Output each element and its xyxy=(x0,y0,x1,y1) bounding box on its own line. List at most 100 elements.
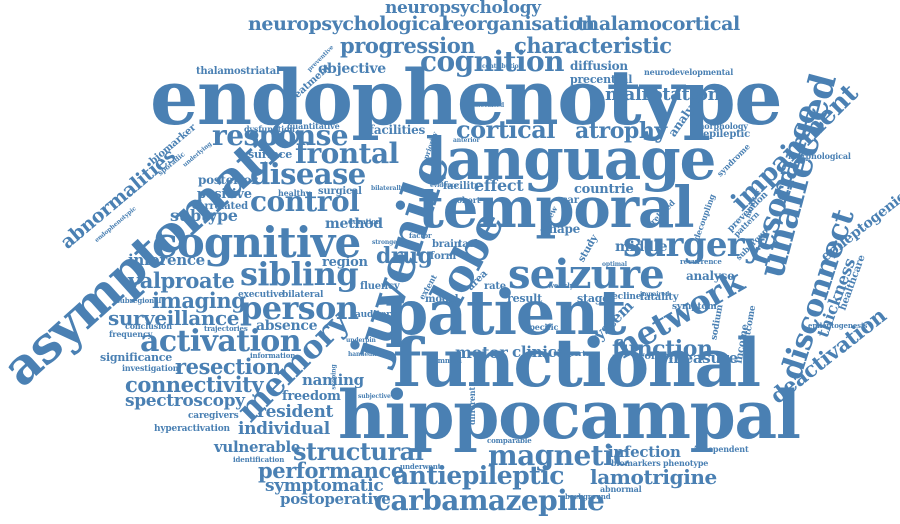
word-cortical: cortical xyxy=(456,115,555,144)
word-background: background xyxy=(565,492,611,501)
word-cohort: cohort xyxy=(452,195,481,205)
word-duration: duration xyxy=(348,217,381,226)
word-cortex: cortex xyxy=(570,349,594,358)
word-handedness: handedness xyxy=(348,351,387,358)
word-bilaterally: bilaterally xyxy=(371,185,405,192)
word-naming: naming xyxy=(302,371,364,389)
word-countrie: countrie xyxy=(574,182,634,197)
word-magnetic: magnetic xyxy=(488,439,630,472)
word-lamotrigine: lamotrigine xyxy=(590,465,717,489)
word-auditory: auditory xyxy=(355,310,396,320)
word-freedom: freedom xyxy=(282,389,341,404)
word-carbamazepine: carbamazepine xyxy=(374,484,605,517)
word-valproate: valproate xyxy=(128,268,235,293)
word-antiepileptic: antiepileptic xyxy=(393,461,564,490)
word-different: different xyxy=(466,387,477,425)
word-scoping: scoping xyxy=(330,364,338,390)
word-neuropsychology: neuropsychology xyxy=(385,0,541,18)
word-reorganisation: reorganisation xyxy=(443,13,595,35)
word-hyperactivation: hyperactivation xyxy=(154,424,230,434)
word-measure: measure xyxy=(668,349,738,367)
word-information: information xyxy=(250,351,296,360)
word-anterior: anterior xyxy=(453,137,480,144)
word-performance: performance xyxy=(258,458,404,483)
word-epileptogenesis: epileptogenesis xyxy=(808,321,868,330)
word-weekly: weekly xyxy=(548,281,574,290)
word-common: common xyxy=(429,356,462,365)
word-motor: motor xyxy=(455,343,508,362)
word-subregional: subregional xyxy=(116,296,162,305)
word-worker: worker xyxy=(636,351,674,362)
word-syndrome: syndrome xyxy=(714,141,752,179)
word-abnormal: abnormal xyxy=(600,484,642,494)
word-subjective: subjective xyxy=(358,393,391,400)
word-result: result xyxy=(507,292,542,305)
word-surveillance: surveillance xyxy=(108,306,240,330)
word-resident: resident xyxy=(257,402,333,422)
word-individual: individual xyxy=(238,419,330,439)
word-atrophy: atrophy xyxy=(575,118,667,144)
word-drug: drug xyxy=(376,243,433,269)
word-clinical: clinical xyxy=(512,343,572,361)
word-analyse: analyse xyxy=(686,269,735,283)
word-neuropsychological: neuropsychological xyxy=(248,13,449,35)
word-spectroscopy: spectroscopy xyxy=(125,391,245,411)
word-correlated: correlated xyxy=(192,201,248,212)
word-region: region xyxy=(322,255,368,270)
word-symptom: symptom xyxy=(672,302,717,312)
word-symptomatic: symptomatic xyxy=(265,476,384,496)
word-resection: resection xyxy=(175,354,281,379)
word-response: response xyxy=(212,119,349,152)
word-independent: independent xyxy=(694,444,749,454)
word-objective: objective xyxy=(318,61,386,77)
word-cognitive: cognitive xyxy=(152,218,361,267)
word-seizure: seizure xyxy=(508,251,665,298)
word-control: control xyxy=(250,185,360,218)
word-progression: progression xyxy=(340,33,476,58)
word-fluency: fluency xyxy=(360,281,400,292)
word-hippocampal: hippocampal xyxy=(338,376,801,454)
word-postoperative: postoperative xyxy=(280,490,391,508)
word-healthy: healthy xyxy=(278,188,311,198)
word-function: function xyxy=(612,336,713,362)
word-endophenotype: endophenotype xyxy=(150,53,783,142)
word-infection: infection xyxy=(608,443,681,461)
word-contribution: contribution xyxy=(482,63,523,70)
word-precentral: precentral xyxy=(570,73,633,86)
word-absence: absence xyxy=(256,318,318,334)
word-patient: patient xyxy=(385,276,626,349)
word-significance: significance xyxy=(100,351,173,364)
word-biomarkers: biomarkers xyxy=(611,458,661,468)
word-sibling: sibling xyxy=(240,255,359,293)
word-shape: shape xyxy=(542,222,581,236)
word-subtype: subtype xyxy=(170,206,238,225)
word-model: model xyxy=(425,294,459,305)
word-bilateral: bilateral xyxy=(282,290,324,300)
word-surface: surface xyxy=(248,148,293,161)
word-connectivity: connectivity xyxy=(125,372,264,397)
word-underpin: underpin xyxy=(346,337,376,344)
word-phenotype: phenotype xyxy=(663,458,709,468)
word-functional: functional xyxy=(393,324,761,402)
word-frequency: frequency xyxy=(109,329,153,339)
word-person: person xyxy=(240,289,359,327)
word-inference: inference xyxy=(128,251,205,269)
word-characteristic: characteristic xyxy=(514,33,672,58)
word-dysfunction: dysfunction xyxy=(244,124,295,134)
word-activation: activation xyxy=(140,324,302,359)
word-specific: specific xyxy=(525,322,559,332)
word-method: method xyxy=(325,216,383,232)
word-cognition: cognition xyxy=(420,45,564,78)
word-factor: factor xyxy=(409,231,432,240)
word-underwent: underwent xyxy=(400,462,441,471)
word-associated: associated xyxy=(470,102,505,109)
word-temporal: temporal xyxy=(418,175,694,241)
word-facilities: facilities xyxy=(369,123,426,137)
word-structural: structural xyxy=(293,437,424,466)
word-morphology: morphology xyxy=(696,121,748,131)
word-disease: disease xyxy=(250,157,366,191)
word-comparable: comparable xyxy=(487,436,532,445)
word-optimal: optimal xyxy=(602,261,627,268)
word-evidence: evidence xyxy=(430,182,459,189)
